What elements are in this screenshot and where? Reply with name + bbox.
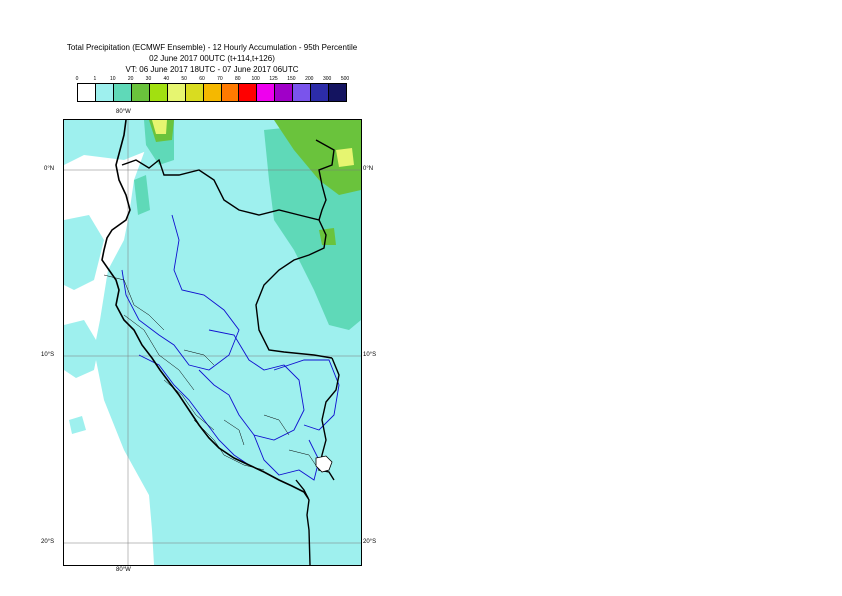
subregion-f <box>263 414 290 436</box>
legend-tick-label: 125 <box>269 76 278 82</box>
legend-tick-labels: 0 1 10 20 30 40 50 60 70 80 100 125 150 200 300 500 <box>75 76 350 84</box>
lon-label-top: 80°W <box>116 109 131 115</box>
legend-swatch-5 <box>167 84 186 101</box>
ocean-precip-north <box>64 120 154 165</box>
legend-swatch-1 <box>95 84 114 101</box>
subregion-a <box>103 274 165 331</box>
ocean-precip-west <box>64 320 99 378</box>
olive-ne <box>274 120 361 195</box>
lat-label-left-10: 10°S <box>41 352 55 358</box>
legend-swatch-0 <box>78 84 96 101</box>
legend-swatch-13 <box>311 84 330 101</box>
legend-swatch-8 <box>221 84 240 101</box>
legend-tick-label: 40 <box>163 76 170 82</box>
region-center <box>198 329 305 441</box>
region-south-east <box>273 359 340 431</box>
region-coast <box>138 354 250 466</box>
legend-tick-label: 50 <box>181 76 187 82</box>
legend-swatch-12 <box>293 84 312 101</box>
map-valid-time: VT: 06 June 2017 18UTC - 07 June 2017 06… <box>125 65 299 74</box>
border-north-east <box>121 158 333 359</box>
subregion-d <box>193 419 265 471</box>
subregion-h <box>183 349 215 366</box>
legend-swatch-11 <box>275 84 294 101</box>
legend-tick-label: 20 <box>127 76 134 82</box>
legend-swatch-14 <box>329 84 347 101</box>
legend-swatch-2 <box>113 84 132 101</box>
legend-tick-label: 0 <box>75 76 79 82</box>
national-border <box>121 139 340 565</box>
lon-label-bottom: 80°W <box>116 567 131 573</box>
ocean-patch-2 <box>104 378 119 392</box>
olive-east-patch <box>319 228 336 245</box>
legend-swatch-10 <box>257 84 276 101</box>
ocean-patch-1 <box>69 416 86 434</box>
precip-field-yellow <box>152 120 354 167</box>
legend-tick-label: 100 <box>251 76 260 82</box>
map-title: Total Precipitation (ECMWF Ensemble) - 1… <box>66 43 358 52</box>
legend-swatch-6 <box>185 84 204 101</box>
lat-label-right-0: 0°N <box>363 166 374 172</box>
legend-tick-label: 1 <box>93 76 97 82</box>
region-north <box>121 214 240 371</box>
legend-tick-label: 10 <box>109 76 116 82</box>
subregion-e <box>223 419 245 446</box>
map-canvas <box>64 120 361 565</box>
legend-tick-label: 70 <box>217 76 223 82</box>
lat-label-right-10: 10°S <box>363 352 377 358</box>
green-coast-patch <box>134 175 150 215</box>
lake-titicaca <box>315 455 333 473</box>
legend-tick-label: 300 <box>322 76 332 82</box>
legend-swatch-9 <box>239 84 258 101</box>
precipitation-map <box>63 119 362 566</box>
lat-label-right-20: 20°S <box>363 539 377 545</box>
legend-tick-label: 30 <box>145 76 152 82</box>
subregion-b <box>123 314 195 391</box>
coast-north <box>101 120 309 499</box>
ocean-patch-3 <box>159 480 179 498</box>
legend-swatch-3 <box>131 84 150 101</box>
map-base-time: 02 June 2017 00UTC (t+114,t+126) <box>149 54 275 63</box>
border-south <box>295 479 311 565</box>
legend-tick-label: 60 <box>199 76 205 82</box>
lat-label-left-0: 0°N <box>44 166 55 172</box>
border-upper-ne <box>315 139 335 221</box>
ocean-precip-nw <box>64 215 104 290</box>
yellow-ne <box>336 148 354 167</box>
legend-swatch-7 <box>203 84 222 101</box>
legend-tick-label: 500 <box>340 76 350 82</box>
legend-tick-label: 80 <box>235 76 241 82</box>
legend-swatch-4 <box>149 84 168 101</box>
legend-color-bar <box>77 83 347 102</box>
lat-label-left-20: 20°S <box>41 539 55 545</box>
graticule <box>64 120 361 565</box>
coastline <box>101 120 309 499</box>
yellow-n <box>152 120 167 134</box>
legend-tick-label: 200 <box>305 76 314 82</box>
legend-tick-label: 150 <box>287 76 296 82</box>
ocean-precip-sw <box>149 495 176 565</box>
